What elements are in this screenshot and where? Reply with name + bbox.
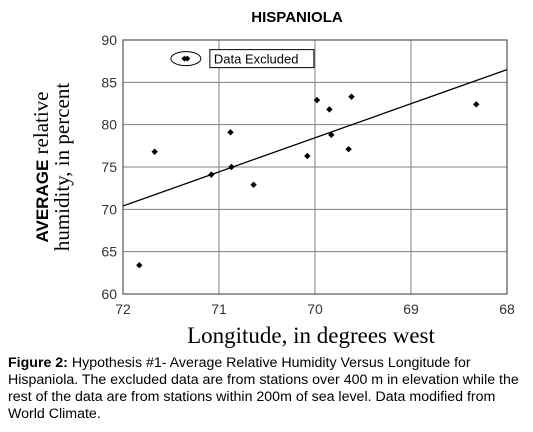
y-axis-label-bold: AVERAGE bbox=[33, 160, 52, 243]
data-point bbox=[250, 181, 257, 188]
excluded-data-ellipse bbox=[170, 51, 202, 67]
x-tick-label: 68 bbox=[499, 301, 515, 317]
x-tick-label: 71 bbox=[211, 301, 227, 317]
grid-lines bbox=[122, 39, 508, 295]
data-point bbox=[348, 93, 355, 100]
data-point bbox=[328, 131, 335, 139]
y-tick-labels: 90 85 80 75 70 65 60 bbox=[101, 32, 117, 302]
excluded-data-label: Data Excluded bbox=[214, 52, 299, 67]
trend-line bbox=[122, 69, 508, 207]
data-point bbox=[228, 163, 235, 171]
y-tick-label: 65 bbox=[101, 244, 117, 260]
excluded-data-group: Data Excluded bbox=[170, 49, 315, 69]
x-tick-label: 72 bbox=[115, 301, 131, 317]
data-point bbox=[208, 171, 215, 178]
data-point bbox=[473, 101, 480, 108]
y-axis-label-line2: humidity, in percent bbox=[50, 83, 74, 252]
y-tick-label: 70 bbox=[101, 201, 117, 217]
caption-text: Hypothesis #1- Average Relative Humidity… bbox=[8, 355, 519, 422]
chart-title: HISPANIOLA bbox=[251, 9, 343, 26]
excluded-data-label-box bbox=[209, 49, 315, 69]
y-tick-label: 85 bbox=[101, 74, 117, 90]
y-tick-label: 60 bbox=[101, 286, 117, 302]
y-tick-label: 75 bbox=[101, 159, 117, 175]
data-point bbox=[227, 129, 234, 136]
x-axis-label: Longitude, in degrees west bbox=[187, 323, 435, 348]
x-tick-labels: 72 71 70 69 68 bbox=[115, 301, 515, 317]
data-point bbox=[151, 148, 158, 155]
data-point bbox=[136, 262, 143, 269]
y-axis-label: AVERAGE relative bbox=[29, 91, 53, 242]
data-point bbox=[313, 96, 321, 104]
y-axis-label-line1-rest: relative bbox=[29, 91, 53, 159]
plot-frame bbox=[122, 39, 508, 295]
excluded-data-point bbox=[184, 55, 191, 62]
y-tick-label: 80 bbox=[101, 117, 117, 133]
data-point bbox=[345, 146, 352, 153]
data-point bbox=[304, 152, 311, 160]
x-tick-label: 70 bbox=[307, 301, 323, 317]
y-tick-label: 90 bbox=[101, 32, 117, 48]
x-tick-label: 69 bbox=[403, 301, 419, 317]
data-points bbox=[136, 93, 480, 269]
scatter-chart: HISPANIOLA 90 85 80 75 70 65 60 72 71 70 69 68 Dat… bbox=[29, 9, 515, 348]
data-point bbox=[326, 106, 333, 113]
caption-label: Figure 2: bbox=[8, 355, 68, 371]
figure-caption: Figure 2: Hypothesis #1- Average Relativ… bbox=[8, 355, 528, 423]
